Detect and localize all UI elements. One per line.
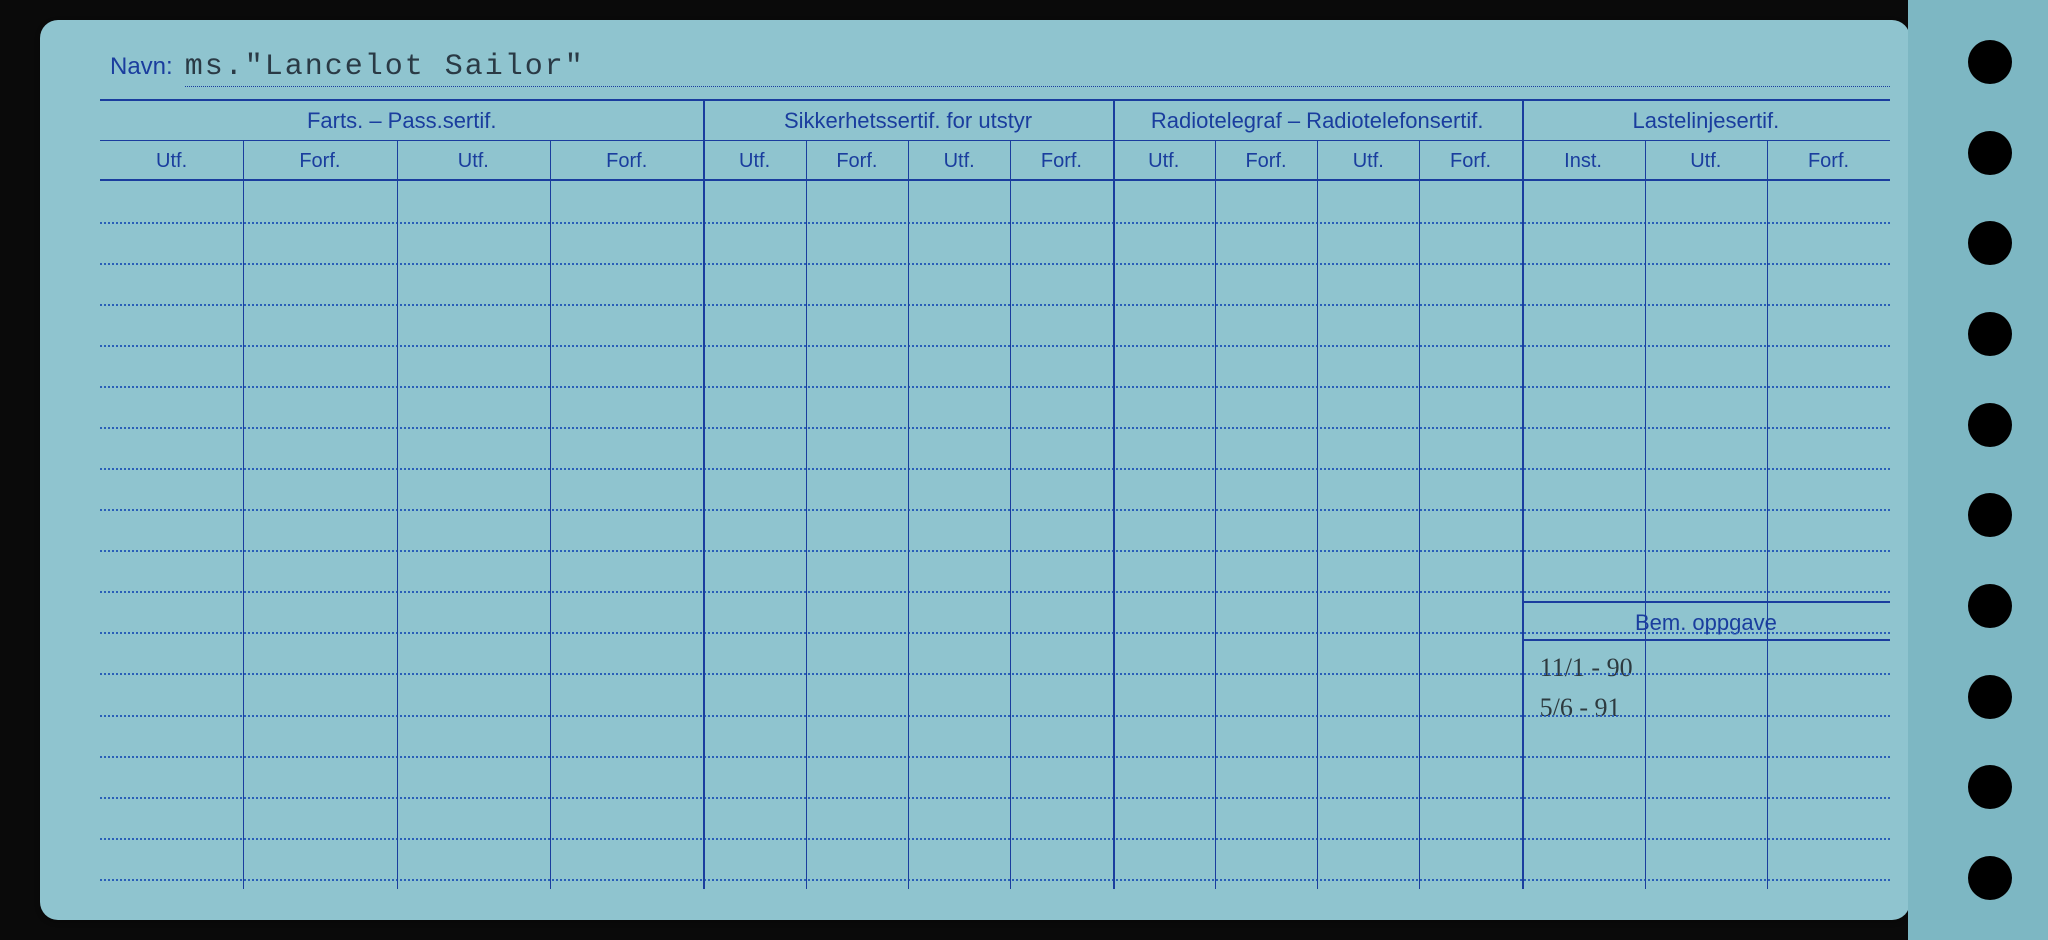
punch-hole bbox=[1968, 584, 2012, 628]
column-divider bbox=[550, 141, 551, 889]
column-header: Forf. bbox=[1010, 141, 1112, 179]
column-divider bbox=[1767, 141, 1768, 889]
handwritten-date-2: 5/6 - 91 bbox=[1540, 693, 1621, 723]
ledger-row-line bbox=[100, 304, 1890, 306]
column-divider bbox=[1113, 101, 1115, 889]
name-label: Navn: bbox=[110, 53, 173, 81]
column-divider bbox=[1645, 141, 1646, 889]
ledger-row-line bbox=[100, 797, 1890, 799]
name-row: Navn: ms."Lancelot Sailor" bbox=[100, 50, 1890, 87]
ledger-row-line bbox=[100, 222, 1890, 224]
ledger-row-line bbox=[100, 673, 1890, 675]
ledger-row-line bbox=[100, 550, 1890, 552]
ledger-row-line bbox=[100, 509, 1890, 511]
punch-hole bbox=[1968, 40, 2012, 84]
index-card: Navn: ms."Lancelot Sailor" Farts. – Pass… bbox=[40, 20, 1910, 920]
ledger-row-line bbox=[100, 756, 1890, 758]
section-header: Radiotelegraf – Radiotelefonsertif. bbox=[1113, 101, 1522, 140]
ledger-row-line bbox=[100, 838, 1890, 840]
certificate-grid: Farts. – Pass.sertif.Sikkerhetssertif. f… bbox=[100, 99, 1890, 889]
section-header: Farts. – Pass.sertif. bbox=[100, 101, 703, 140]
handwritten-date-1: 11/1 - 90 bbox=[1540, 653, 1633, 683]
ledger-row-line bbox=[100, 345, 1890, 347]
ledger-row-line bbox=[100, 879, 1890, 881]
punch-holes bbox=[1968, 40, 2018, 900]
section-header-row: Farts. – Pass.sertif.Sikkerhetssertif. f… bbox=[100, 101, 1890, 141]
column-header: Forf. bbox=[1215, 141, 1317, 179]
column-header: Forf. bbox=[806, 141, 908, 179]
column-divider bbox=[397, 141, 398, 889]
ledger-row-line bbox=[100, 263, 1890, 265]
column-divider bbox=[703, 101, 705, 889]
column-divider bbox=[1215, 141, 1216, 889]
column-header: Inst. bbox=[1522, 141, 1645, 179]
grid-body: Bem. oppgave 11/1 - 90 5/6 - 91 bbox=[100, 181, 1890, 889]
ledger-row-line bbox=[100, 591, 1890, 593]
punch-hole bbox=[1968, 493, 2012, 537]
column-divider bbox=[1010, 141, 1011, 889]
ledger-row-line bbox=[100, 715, 1890, 717]
ledger-row-line bbox=[100, 386, 1890, 388]
column-header: Forf. bbox=[1767, 141, 1890, 179]
column-header: Utf. bbox=[1644, 141, 1767, 179]
bem-oppgave-header: Bem. oppgave bbox=[1522, 601, 1890, 641]
sub-header-row: Utf.Forf.Utf.Forf.Utf.Forf.Utf.Forf.Utf.… bbox=[100, 141, 1890, 181]
column-header: Utf. bbox=[397, 141, 550, 179]
ledger-row-line bbox=[100, 468, 1890, 470]
column-header: Utf. bbox=[1113, 141, 1215, 179]
column-header: Forf. bbox=[243, 141, 396, 179]
column-divider bbox=[1419, 141, 1420, 889]
column-header: Utf. bbox=[1317, 141, 1419, 179]
section-header: Lastelinjesertif. bbox=[1522, 101, 1890, 140]
punch-hole bbox=[1968, 403, 2012, 447]
ledger-row-line bbox=[100, 632, 1890, 634]
punch-hole bbox=[1968, 765, 2012, 809]
column-divider bbox=[806, 141, 807, 889]
column-divider bbox=[908, 141, 909, 889]
column-header: Forf. bbox=[550, 141, 703, 179]
section-header: Sikkerhetssertif. for utstyr bbox=[703, 101, 1112, 140]
column-header: Forf. bbox=[1419, 141, 1521, 179]
name-value: ms."Lancelot Sailor" bbox=[185, 50, 1890, 87]
punch-hole bbox=[1968, 312, 2012, 356]
column-divider bbox=[1317, 141, 1318, 889]
punch-hole bbox=[1968, 675, 2012, 719]
page-wrap: Navn: ms."Lancelot Sailor" Farts. – Pass… bbox=[0, 0, 2048, 940]
column-divider bbox=[1522, 101, 1524, 889]
punch-hole bbox=[1968, 856, 2012, 900]
column-header: Utf. bbox=[703, 141, 805, 179]
column-header: Utf. bbox=[908, 141, 1010, 179]
punch-hole bbox=[1968, 131, 2012, 175]
column-header: Utf. bbox=[100, 141, 243, 179]
ledger-row-line bbox=[100, 427, 1890, 429]
column-divider bbox=[243, 141, 244, 889]
punch-hole bbox=[1968, 221, 2012, 265]
